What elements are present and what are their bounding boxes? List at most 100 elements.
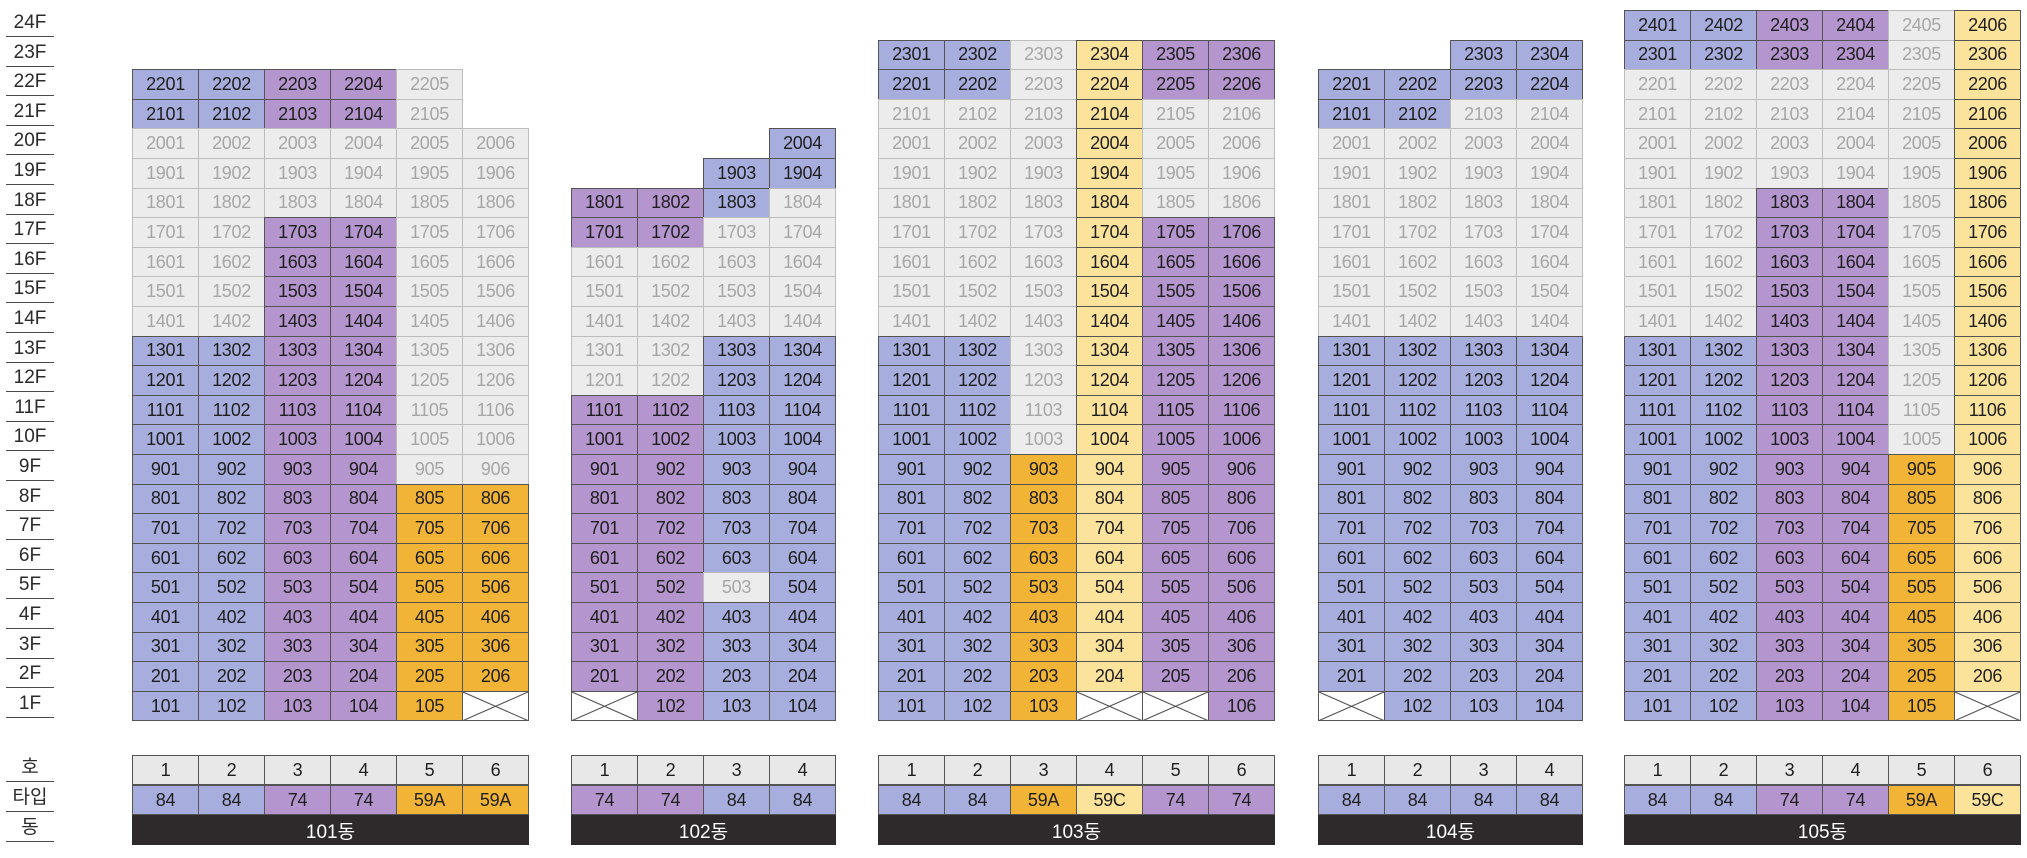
unit-cell: 602 <box>1384 542 1451 574</box>
floor-label: 11F <box>6 395 54 422</box>
unit-cell: 504 <box>769 572 836 603</box>
unit-cell: 301 <box>132 631 199 663</box>
unit-cell: 1502 <box>944 276 1011 307</box>
unit-cell: 2105 <box>396 98 463 130</box>
unit-cell: 1104 <box>1076 394 1143 426</box>
unit-cell: 204 <box>769 661 836 692</box>
unit-cell: 804 <box>1076 483 1143 515</box>
unit-cell: 2103 <box>1450 98 1517 130</box>
unit-cell: 801 <box>571 483 638 515</box>
unit-cell: 1002 <box>1384 424 1451 455</box>
unit-cell: 102 <box>198 690 265 722</box>
unit-cell: 706 <box>462 513 529 544</box>
unit-cell: 1106 <box>1208 394 1275 426</box>
unit-cell: 1005 <box>1142 424 1209 455</box>
unit-cell: 1602 <box>944 246 1011 278</box>
unit-cell: 1604 <box>769 246 836 278</box>
unit-cell: 2302 <box>944 39 1011 71</box>
unit-cell: 1002 <box>637 424 704 455</box>
unit-cell: 2202 <box>944 69 1011 100</box>
unit-cell: 901 <box>132 454 199 485</box>
unit-cell: 305 <box>1142 631 1209 663</box>
unit-type: 84 <box>1690 785 1757 815</box>
unit-cell: 1504 <box>1076 276 1143 307</box>
unit-cell: 1305 <box>1142 335 1209 367</box>
unit-cell: 1603 <box>703 246 770 278</box>
ho-number: 3 <box>264 755 331 785</box>
unit-cell: 704 <box>1516 513 1583 544</box>
unit-cell: 1201 <box>1318 365 1385 396</box>
unit-cell: 1102 <box>198 394 265 426</box>
unit-cell: 1601 <box>571 246 638 278</box>
unit-cell: 1602 <box>198 246 265 278</box>
unit-cell: 1803 <box>1010 187 1077 219</box>
unit-cell: 2002 <box>944 128 1011 159</box>
floor-label: 19F <box>6 158 54 185</box>
unit-cell: 902 <box>637 454 704 485</box>
unit-cell: 1505 <box>1888 276 1955 307</box>
unit-cell: 1204 <box>1076 365 1143 396</box>
unit-cell: 1604 <box>1822 246 1889 278</box>
unit-cell: 902 <box>1384 454 1451 485</box>
unit-cell: 1406 <box>1954 306 2021 337</box>
unit-cell: 1601 <box>1624 246 1691 278</box>
unit-cell: 605 <box>396 542 463 574</box>
unit-cell: 1803 <box>1756 187 1823 219</box>
unit-cell: 1504 <box>1516 276 1583 307</box>
unit-cell: 702 <box>1690 513 1757 544</box>
unit-cell: 101 <box>878 690 945 722</box>
unit-cell: 1005 <box>1888 424 1955 455</box>
unit-cell: 1706 <box>462 217 529 248</box>
unit-cell: 1006 <box>462 424 529 455</box>
unit-cell: 301 <box>571 631 638 663</box>
unit-cell: 1703 <box>1756 217 1823 248</box>
unit-cell: 2401 <box>1624 10 1691 41</box>
ho-axis-label: 호 <box>6 755 54 782</box>
unit-cell: 1701 <box>571 217 638 248</box>
unit-cell: 1805 <box>396 187 463 219</box>
floor-label: 23F <box>6 40 54 67</box>
unit-cell: 1404 <box>769 306 836 337</box>
unit-cell: 901 <box>571 454 638 485</box>
unit-cell: 2303 <box>1756 39 1823 71</box>
ho-number: 3 <box>1756 755 1823 785</box>
unit-cell: 202 <box>1384 661 1451 692</box>
unit-cell: 1201 <box>571 365 638 396</box>
unit-cell: 705 <box>1142 513 1209 544</box>
unit-cell: 1903 <box>703 158 770 189</box>
unit-cell: 501 <box>878 572 945 603</box>
unit-cell: 1804 <box>1516 187 1583 219</box>
unit-cell: 2301 <box>878 39 945 71</box>
unit-cell: 1101 <box>1318 394 1385 426</box>
unit-cell: 1804 <box>769 187 836 219</box>
unit-cell: 503 <box>703 572 770 603</box>
ho-number: 4 <box>1822 755 1889 785</box>
unit-cell: 1902 <box>1690 158 1757 189</box>
unit-cell: 403 <box>703 602 770 633</box>
unit-cell: 1506 <box>1208 276 1275 307</box>
unit-cell: 1003 <box>264 424 331 455</box>
unit-cell: 403 <box>1756 602 1823 633</box>
unit-cell: 703 <box>1450 513 1517 544</box>
floor-label: 13F <box>6 336 54 363</box>
ho-number: 3 <box>703 755 770 785</box>
unit-cell: 1806 <box>1208 187 1275 219</box>
unit-cell: 1103 <box>1756 394 1823 426</box>
unit-cell: 904 <box>1516 454 1583 485</box>
unit-cell: 603 <box>1450 542 1517 574</box>
ho-number: 3 <box>1010 755 1077 785</box>
unit-cell: 2001 <box>1318 128 1385 159</box>
unit-cell: 1201 <box>132 365 199 396</box>
unit-cell: 1106 <box>1954 394 2021 426</box>
unit-cell: 1904 <box>1516 158 1583 189</box>
unit-cell: 1704 <box>1076 217 1143 248</box>
unit-cell: 2202 <box>1384 69 1451 100</box>
unit-cell: 2103 <box>1010 98 1077 130</box>
unit-cell: 1003 <box>703 424 770 455</box>
unit-cell: 1402 <box>1384 306 1451 337</box>
unit-cell: 1703 <box>1450 217 1517 248</box>
unit-cell: 1304 <box>1516 335 1583 367</box>
unit-cell: 1206 <box>1208 365 1275 396</box>
unit-cell: 504 <box>1822 572 1889 603</box>
